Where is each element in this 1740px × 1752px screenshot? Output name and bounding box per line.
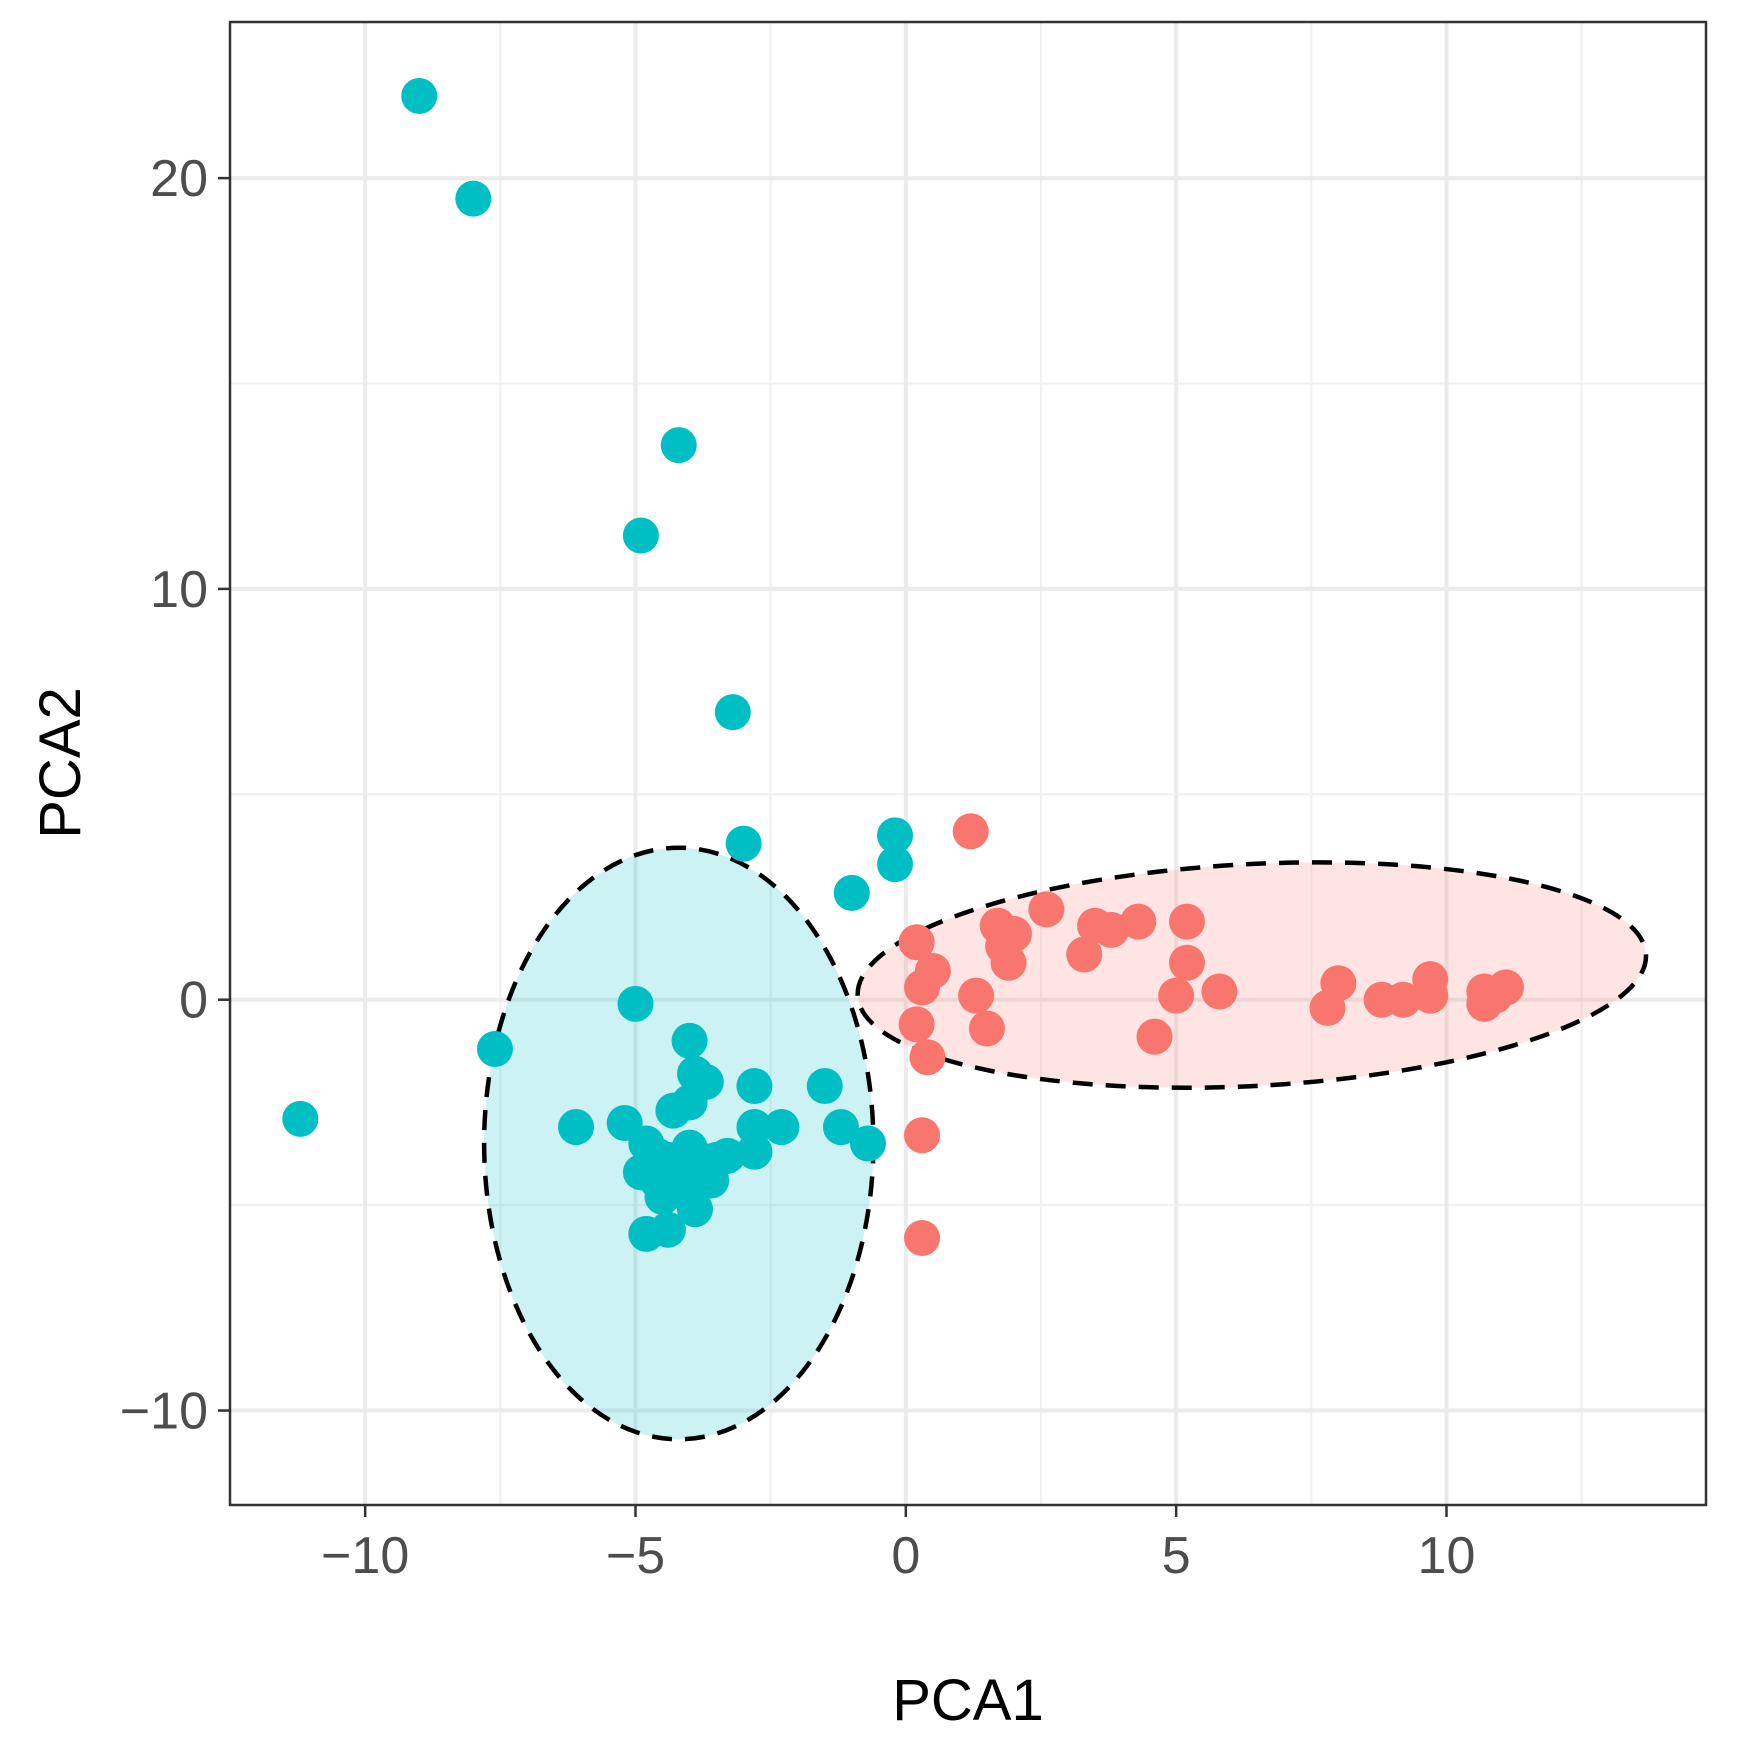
plot-panel-border	[228, 20, 1708, 1507]
cluster-teal-point-8	[833, 874, 870, 911]
cluster-teal-point-3	[622, 517, 659, 554]
cluster-teal-point-9	[282, 1100, 319, 1137]
cluster-teal-point-7	[877, 846, 914, 883]
cluster-teal-point-17	[736, 1067, 773, 1104]
cluster-teal-point-42	[649, 1211, 686, 1248]
cluster-teal-point-39	[644, 1178, 681, 1215]
cluster-teal-point-11	[617, 985, 654, 1022]
data-points	[282, 77, 1524, 1256]
cluster-red-point-16	[1158, 977, 1195, 1014]
cluster-red-point-6	[1120, 903, 1157, 940]
y-tick-label-1: 0	[179, 972, 208, 1030]
cluster-teal-point-2	[660, 427, 697, 464]
cluster-teal-point-24	[849, 1125, 886, 1162]
cluster-teal-point-18	[806, 1067, 843, 1104]
cluster-red-point-21	[1385, 981, 1422, 1018]
cluster-red-point-0	[952, 813, 989, 850]
cluster-red-point-15	[958, 977, 995, 1014]
cluster-red-point-32	[904, 1117, 941, 1154]
cluster-red-point-30	[1136, 1018, 1173, 1055]
cluster-teal-point-6	[877, 817, 914, 854]
cluster-red-point-27	[1466, 985, 1503, 1022]
x-axis-title: PCA1	[892, 1668, 1044, 1733]
y-axis-ticks: −10 0 10 20	[120, 150, 230, 1441]
cluster-teal-point-0	[401, 77, 438, 114]
x-axis-ticks: −10 −5 0 5 10	[321, 1505, 1475, 1585]
cluster-teal-point-19	[558, 1109, 595, 1146]
cluster-red-point-33	[904, 1219, 941, 1256]
x-tick-label-3: 5	[1162, 1527, 1191, 1585]
x-tick-label-0: −10	[321, 1527, 409, 1585]
cluster-red-point-1	[1028, 891, 1065, 928]
cluster-teal-point-12	[671, 1022, 708, 1059]
cluster-teal-point-16	[655, 1092, 692, 1129]
cluster-red-point-8	[898, 924, 935, 961]
cluster-red-point-29	[968, 1010, 1005, 1047]
cluster-teal-point-23	[822, 1109, 859, 1146]
cluster-teal-point-22	[763, 1109, 800, 1146]
major-gridlines	[230, 22, 1706, 1505]
cluster-red-point-28	[898, 1006, 935, 1043]
cluster-teal-point-10	[476, 1031, 513, 1068]
cluster-teal-point-33	[736, 1133, 773, 1170]
cluster-red-point-19	[1309, 989, 1346, 1026]
x-tick-label-2: 0	[891, 1527, 920, 1585]
y-tick-label-0: −10	[120, 1383, 208, 1441]
minor-gridlines	[230, 22, 1706, 1505]
cluster-red-point-17	[1201, 973, 1238, 1010]
y-tick-label-2: 10	[150, 561, 208, 619]
cluster-teal-point-4	[714, 694, 751, 731]
cluster-teal-point-40	[676, 1191, 713, 1228]
cluster-teal-point-38	[693, 1162, 730, 1199]
x-tick-label-1: −5	[606, 1527, 665, 1585]
cluster-red-point-23	[1412, 977, 1449, 1014]
cluster-teal-point-1	[455, 180, 492, 217]
cluster-red-point-12	[990, 944, 1027, 981]
cluster-red-point-14	[904, 969, 941, 1006]
cluster-red-point-7	[1168, 903, 1205, 940]
cluster-red-point-10	[1066, 936, 1103, 973]
cluster-teal-point-5	[725, 825, 762, 862]
y-axis-title: PCA2	[28, 687, 93, 839]
cluster-red-point-13	[1168, 944, 1205, 981]
cluster-teal-point-21	[736, 1109, 773, 1146]
cluster-red-point-5	[1093, 911, 1130, 948]
plot-panel-background	[230, 22, 1706, 1505]
y-tick-label-3: 20	[150, 150, 208, 208]
x-tick-label-4: 10	[1418, 1527, 1476, 1585]
cluster-red-point-31	[909, 1039, 946, 1076]
